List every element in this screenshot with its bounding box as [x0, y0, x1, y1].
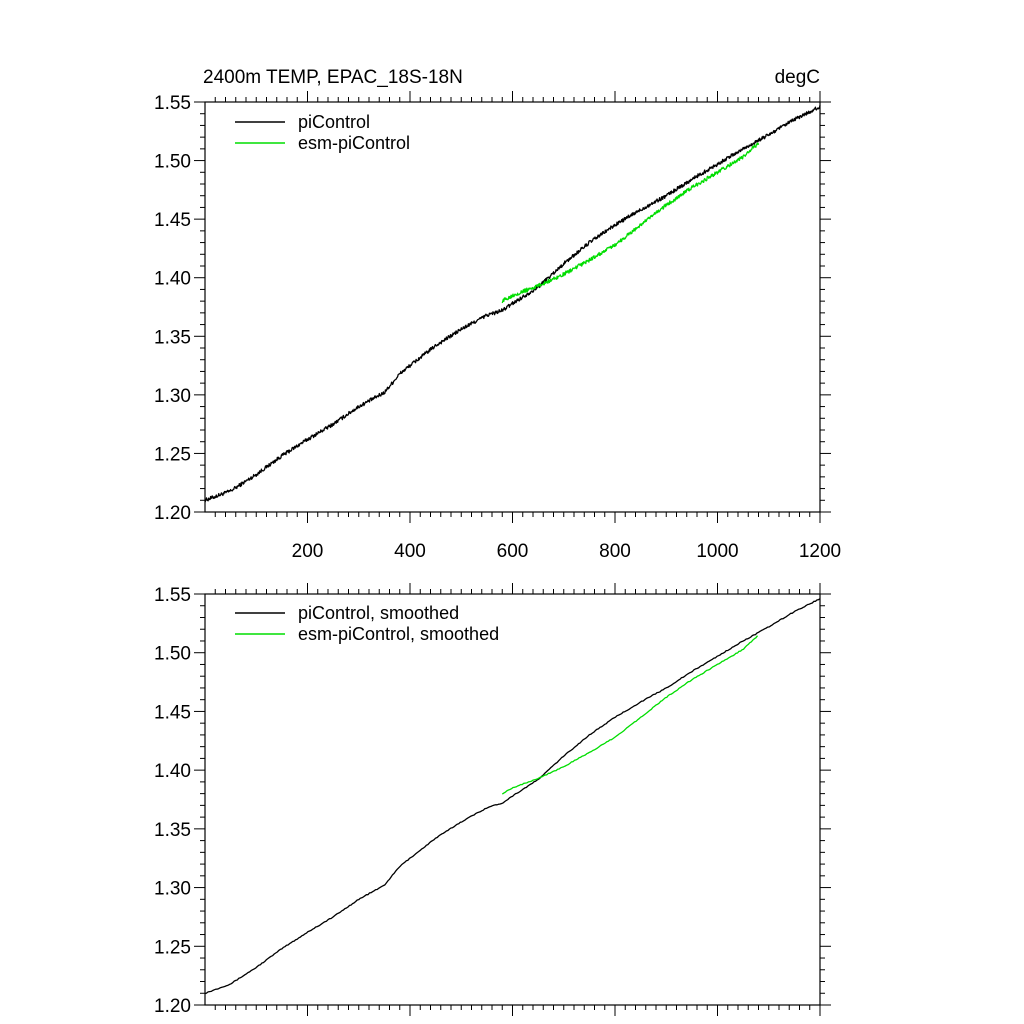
y-tick-label: 1.40 — [154, 761, 191, 782]
series-line-picontrol — [204, 105, 821, 503]
x-tick-label: 400 — [394, 541, 426, 562]
y-tick-label: 1.20 — [154, 996, 191, 1017]
y-tick-label: 1.55 — [154, 93, 191, 114]
y-tick-label: 1.45 — [154, 702, 191, 723]
x-tick-label: 1200 — [799, 541, 841, 562]
y-tick-label: 1.25 — [154, 444, 191, 465]
bottom-legend-label-picontrol: piControl, smoothed — [298, 603, 459, 623]
y-tick-label: 1.50 — [154, 152, 191, 173]
y-tick-label: 1.40 — [154, 269, 191, 290]
top-tick-layer: 1.20 1.25 1.30 1.35 1.40 1.45 1.50 1.55 200 400 60… — [154, 91, 841, 562]
y-tick-label: 1.20 — [154, 503, 191, 524]
y-tick-label: 1.30 — [154, 879, 191, 900]
bottom-tick-layer: 1.20 1.25 1.30 1.35 1.40 1.45 1.50 1.55 — [154, 583, 831, 1017]
series-line-picontrol-smoothed — [204, 598, 821, 995]
top-plot-frame — [204, 101, 821, 513]
y-tick-label: 1.45 — [154, 210, 191, 231]
x-tick-label: 200 — [292, 541, 324, 562]
x-tick-label: 600 — [497, 541, 529, 562]
top-legend-label-esm-picontrol: esm-piControl — [298, 133, 410, 153]
y-tick-label: 1.50 — [154, 644, 191, 665]
y-tick-label: 1.30 — [154, 386, 191, 407]
top-panel: 2400m TEMP, EPAC_18S-18N degC 1.201.251.… — [154, 67, 841, 562]
top-panel-title: 2400m TEMP, EPAC_18S-18N — [203, 67, 463, 88]
x-tick-label: 800 — [599, 541, 631, 562]
y-tick-label: 1.25 — [154, 937, 191, 958]
y-tick-label: 1.55 — [154, 585, 191, 606]
top-legend-label-picontrol: piControl — [298, 112, 370, 132]
y-tick-label: 1.35 — [154, 327, 191, 348]
bottom-legend-label-esm-picontrol: esm-piControl, smoothed — [298, 624, 499, 644]
x-tick-label: 1000 — [696, 541, 738, 562]
top-series-layer — [204, 105, 821, 503]
top-panel-units: degC — [775, 67, 820, 88]
bottom-series-layer — [204, 598, 821, 995]
series-line-esm-picontrol — [501, 142, 760, 304]
y-tick-label: 1.35 — [154, 820, 191, 841]
series-line-esm-picontrol-smoothed — [501, 635, 759, 795]
bottom-plot-frame — [204, 593, 821, 1006]
bottom-panel: 1.20 1.25 1.30 1.35 1.40 1.45 1.50 1.55 piContr… — [154, 583, 831, 1017]
